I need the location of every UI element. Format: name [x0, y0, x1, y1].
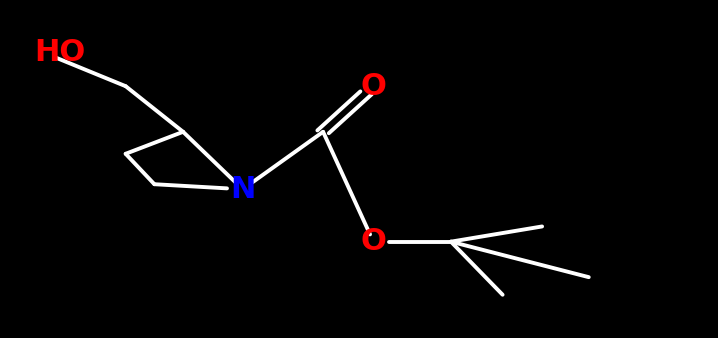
Text: HO: HO: [34, 38, 85, 67]
Text: N: N: [230, 175, 256, 204]
Text: O: O: [360, 72, 386, 101]
Text: O: O: [360, 227, 386, 256]
